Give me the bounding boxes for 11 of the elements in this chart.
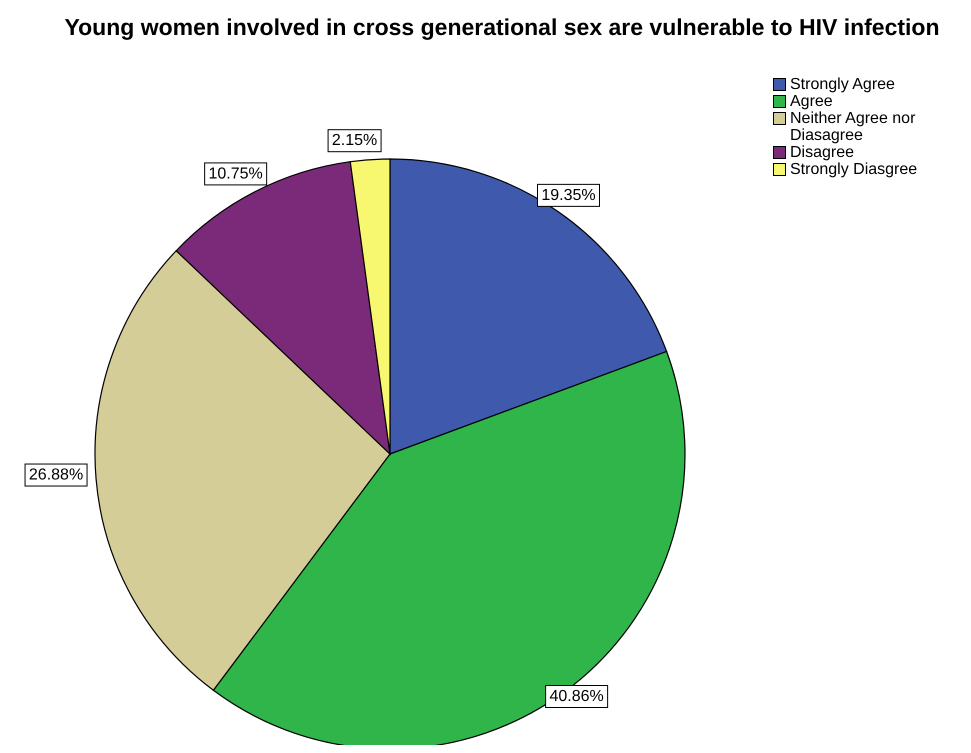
chart-title: Young women involved in cross generational sex are vulnerable to HIV infection: [63, 14, 941, 40]
data-label: 40.86%: [549, 688, 604, 705]
legend-label: Strongly Agree: [790, 76, 895, 93]
data-label: 19.35%: [541, 186, 596, 204]
data-label: 2.15%: [332, 132, 378, 150]
legend-label: Strongly Diasgree: [790, 161, 918, 178]
data-label: 26.88%: [28, 466, 84, 484]
legend-label: Neither Agree nor Diasagree: [790, 110, 916, 144]
data-label: 10.75%: [208, 165, 263, 182]
legend-label: Disagree: [790, 144, 854, 161]
legend-label: Agree: [790, 93, 833, 110]
